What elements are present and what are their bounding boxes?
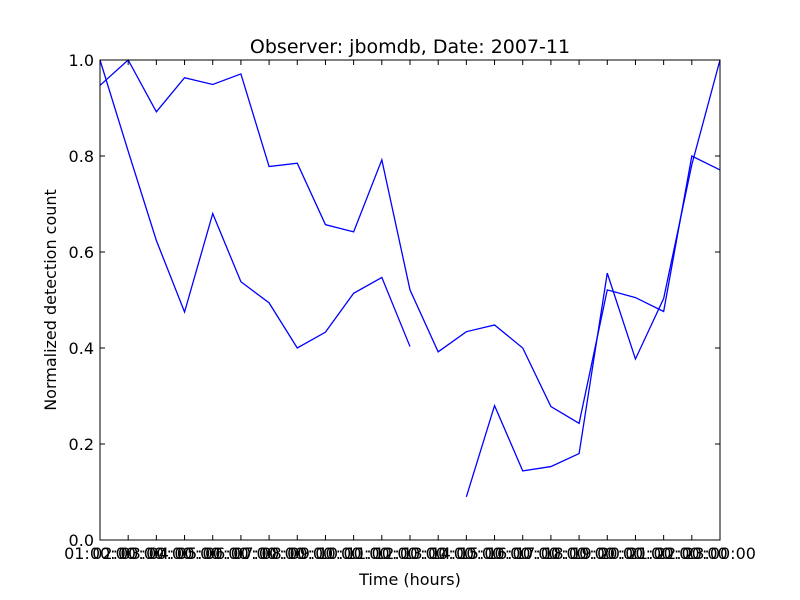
x-tick-label: 11:00:00 bbox=[346, 544, 418, 563]
y-tick-label: 1.0 bbox=[69, 51, 94, 70]
series-layer bbox=[99, 58, 721, 497]
series-2-line-segment-1 bbox=[99, 59, 411, 349]
x-tick-label: 23:00:00 bbox=[684, 544, 756, 563]
x-odd-tick-label: 18:00:00 bbox=[543, 544, 615, 563]
chart-title: Observer: jbomdb, Date: 2007-11 bbox=[250, 36, 570, 58]
y-tick-label: 0.4 bbox=[69, 339, 94, 358]
x-odd-tick-label: 02:00:00 bbox=[92, 544, 164, 563]
ticks-layer: 02:00:0004:00:0006:00:0008:00:0010:00:00… bbox=[64, 51, 756, 563]
y-axis-label: Normalized detection count bbox=[41, 189, 60, 411]
series-1-line-segment-1 bbox=[99, 58, 721, 425]
x-odd-tick-label: 08:00:00 bbox=[261, 544, 333, 563]
x-odd-tick-label: 14:00:00 bbox=[430, 544, 502, 563]
x-tick-label: 21:00:00 bbox=[628, 544, 700, 563]
series-2-line-segment-2 bbox=[465, 59, 721, 497]
x-tick-label: 19:00:00 bbox=[571, 544, 643, 563]
x-odd-tick-label: 22:00:00 bbox=[656, 544, 728, 563]
x-odd-tick-label: 16:00:00 bbox=[487, 544, 559, 563]
x-tick-label: 13:00:00 bbox=[402, 544, 474, 563]
x-tick-label: 07:00:00 bbox=[233, 544, 305, 563]
x-tick-label: 15:00:00 bbox=[459, 544, 531, 563]
x-odd-tick-label: 04:00:00 bbox=[149, 544, 221, 563]
x-axis-label: Time (hours) bbox=[358, 570, 461, 589]
x-tick-label: 03:00:00 bbox=[120, 544, 192, 563]
x-odd-tick-label: 12:00:00 bbox=[374, 544, 446, 563]
x-tick-label: 05:00:00 bbox=[177, 544, 249, 563]
plot-area-frame bbox=[99, 59, 721, 541]
x-odd-tick-label: 10:00:00 bbox=[318, 544, 390, 563]
x-tick-label: 17:00:00 bbox=[515, 544, 587, 563]
y-tick-label: 0.6 bbox=[69, 243, 94, 262]
x-tick-label: 01:00:00 bbox=[64, 544, 136, 563]
x-tick-label: 09:00:00 bbox=[290, 544, 362, 563]
y-tick-label: 0.2 bbox=[69, 435, 94, 454]
y-tick-label: 0.0 bbox=[69, 531, 94, 550]
y-tick-label: 0.8 bbox=[69, 147, 94, 166]
x-odd-tick-label: 06:00:00 bbox=[205, 544, 277, 563]
x-odd-tick-label: 20:00:00 bbox=[600, 544, 672, 563]
